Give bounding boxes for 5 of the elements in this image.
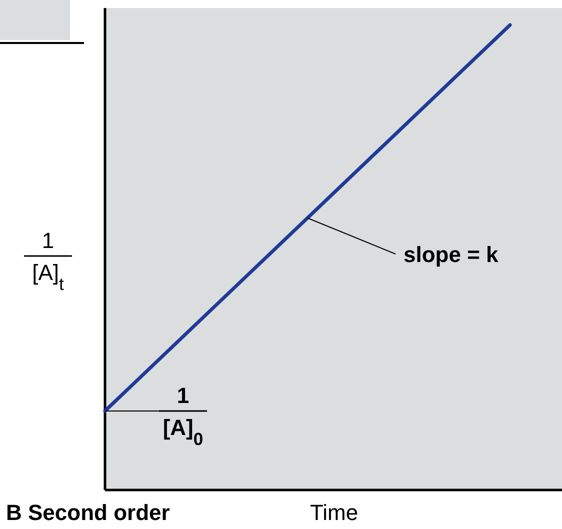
annotation: 1 [A]$_{0}$	[162, 382, 204, 449]
annotation: slope = k	[404, 242, 500, 267]
text: B Second order	[6, 500, 170, 525]
x-axis-title: Time	[310, 500, 358, 525]
y-axis-title: 1 [A]$_{t}$	[32, 228, 64, 294]
